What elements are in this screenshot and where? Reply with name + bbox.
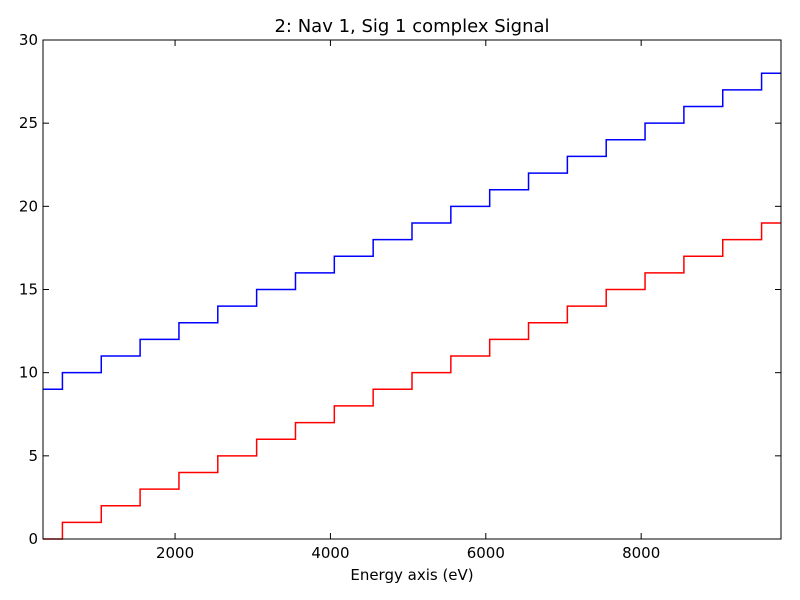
x-axis: 2000 4000 6000 8000 xyxy=(156,40,660,562)
x-tick-label: 8000 xyxy=(622,544,660,562)
y-axis: 0 5 10 15 20 25 30 xyxy=(19,31,781,548)
plot-area xyxy=(43,72,781,540)
y-tick-label: 20 xyxy=(19,197,38,215)
x-tick-label: 2000 xyxy=(156,544,194,562)
series-line-1 xyxy=(43,72,781,391)
series-line-2 xyxy=(43,222,781,540)
y-tick-label: 15 xyxy=(19,281,38,299)
y-tick-label: 25 xyxy=(19,114,38,132)
chart-title: 2: Nav 1, Sig 1 complex Signal xyxy=(274,16,549,37)
y-tick-label: 0 xyxy=(28,530,38,548)
y-tick-label: 5 xyxy=(28,447,38,465)
plot-frame xyxy=(42,39,782,540)
y-tick-label: 30 xyxy=(19,31,38,49)
y-tick-label: 10 xyxy=(19,364,38,382)
x-tick-label: 4000 xyxy=(311,544,349,562)
x-tick-label: 6000 xyxy=(467,544,505,562)
x-axis-title: Energy axis (eV) xyxy=(350,566,473,584)
